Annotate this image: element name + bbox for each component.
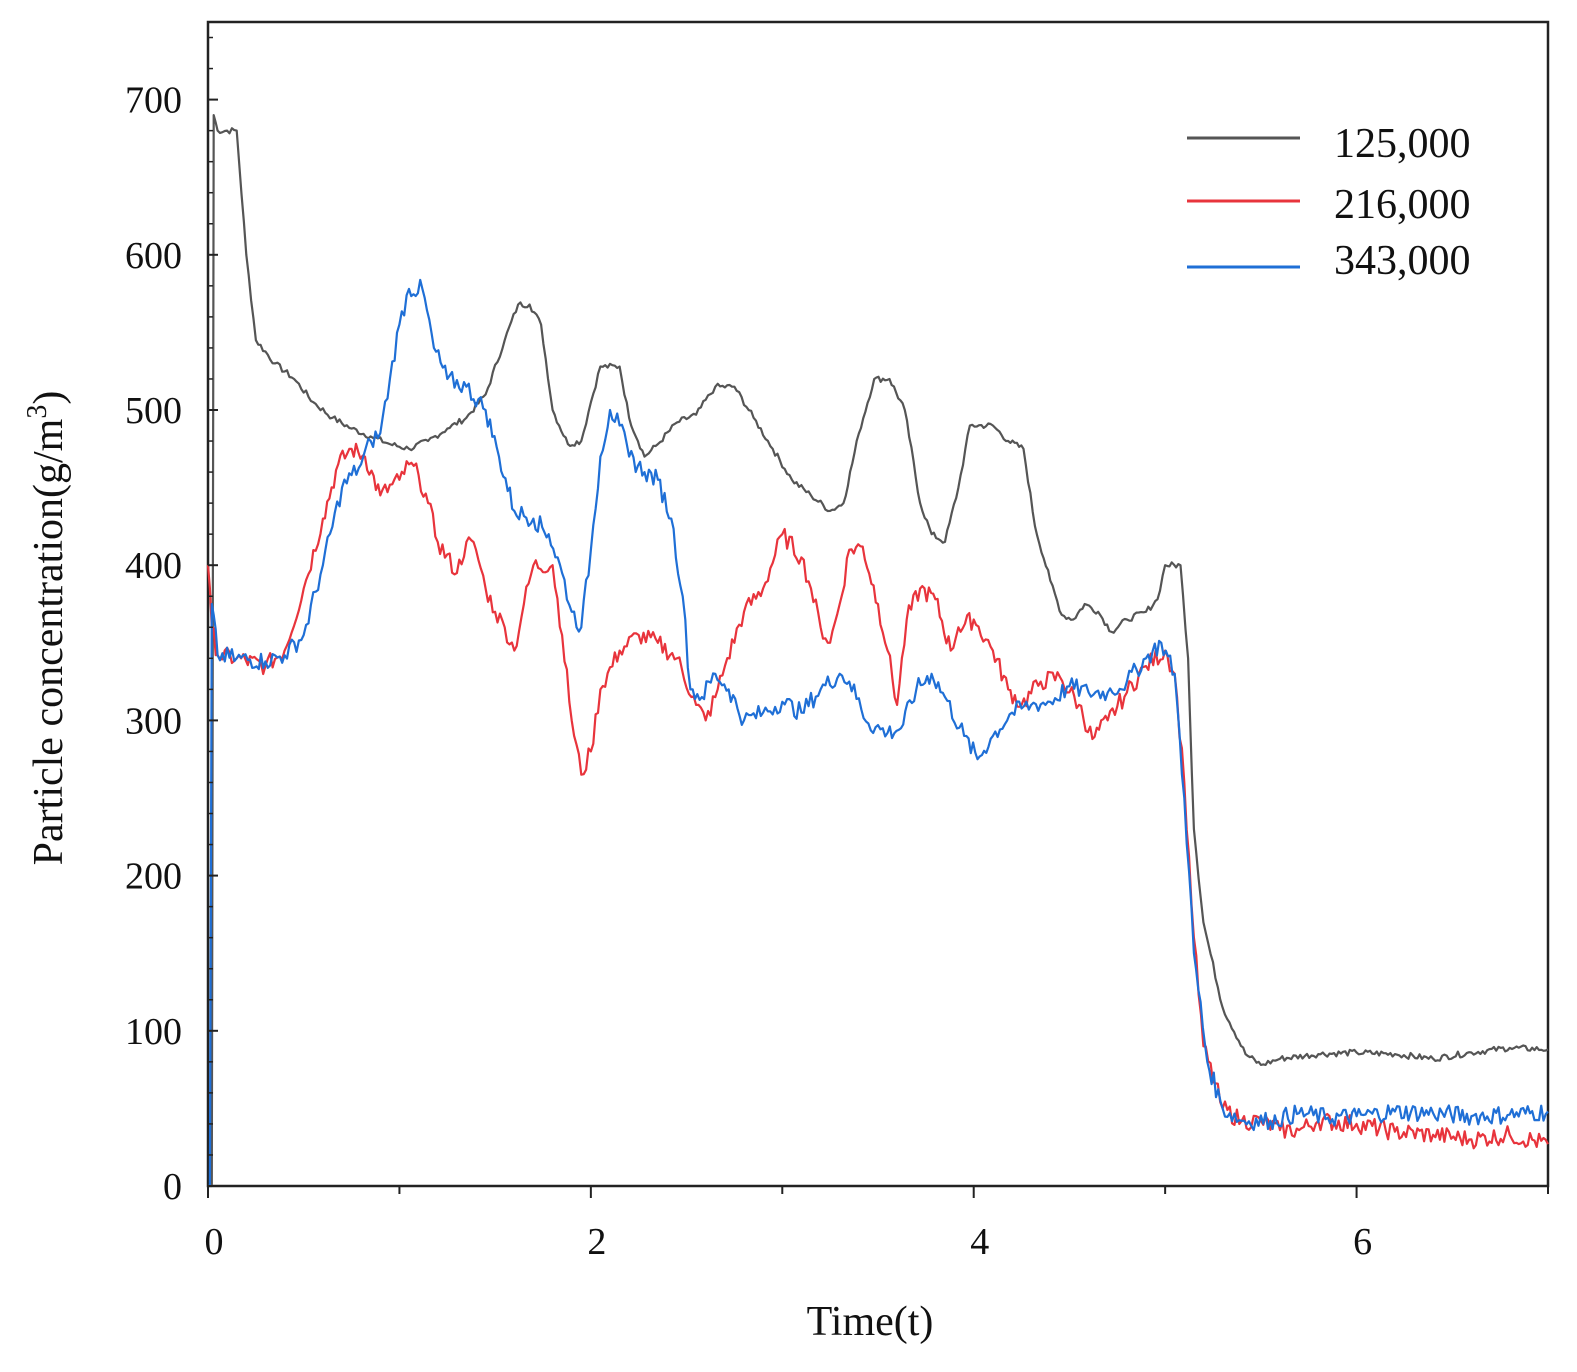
- y-tick-label: 200: [125, 856, 182, 898]
- legend: 125,000 216,000 343,000: [1187, 121, 1471, 284]
- series-line-125000: [208, 114, 1549, 1188]
- legend-label-216000: 216,000: [1334, 182, 1471, 228]
- y-axis-title-close: ): [26, 391, 72, 405]
- y-tick-label: 100: [125, 1011, 182, 1053]
- series-line-343000: [208, 278, 1549, 1188]
- x-tick-label: 6: [1353, 1221, 1372, 1263]
- y-axis-title: Particle concentration(g/m3): [22, 391, 72, 866]
- series-layer: [206, 114, 1549, 1188]
- plot-frame: [206, 20, 1550, 1188]
- x-axis-title: Time(t): [807, 1299, 934, 1345]
- x-tick-label: 4: [970, 1221, 989, 1263]
- y-axis-title-main: Particle concentration(g/m: [26, 418, 72, 865]
- y-tick-label: 600: [125, 235, 182, 277]
- y-tick-label: 500: [125, 390, 182, 432]
- legend-label-125000: 125,000: [1334, 121, 1471, 167]
- x-tick-label: 2: [587, 1221, 606, 1263]
- y-tick-label: 300: [125, 700, 182, 742]
- tick-layer: 0 100 200 300 400 500 600 700 0 2 4 6: [125, 36, 1549, 1263]
- y-tick-label: 0: [163, 1166, 182, 1208]
- x-tick-label: 0: [205, 1221, 224, 1263]
- series-line-216000: [206, 442, 1549, 1150]
- y-tick-label: 400: [125, 545, 182, 587]
- legend-label-343000: 343,000: [1334, 238, 1471, 284]
- y-tick-label: 700: [125, 80, 182, 122]
- y-axis-title-superscript: 3: [22, 405, 53, 419]
